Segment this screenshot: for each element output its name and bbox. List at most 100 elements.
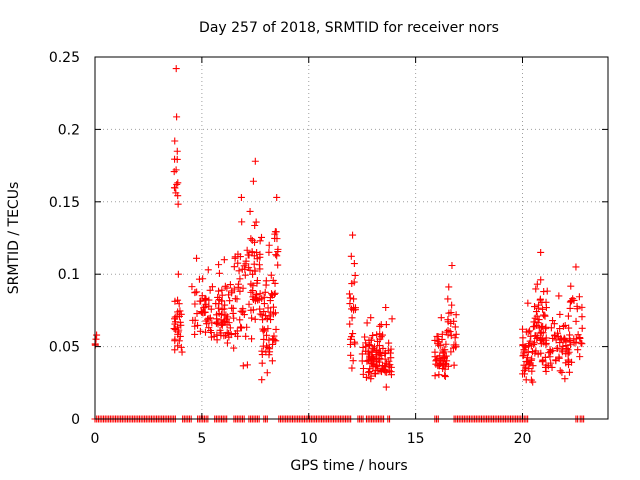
data-point	[264, 304, 272, 312]
data-point	[176, 318, 184, 326]
data-point	[362, 373, 370, 381]
data-point	[524, 299, 532, 307]
data-point	[201, 294, 209, 302]
data-point	[249, 295, 257, 303]
data-point	[191, 289, 199, 297]
data-point	[206, 327, 214, 335]
data-point	[372, 361, 380, 369]
data-point	[431, 348, 439, 356]
data-point	[534, 319, 542, 327]
data-point	[172, 166, 180, 174]
data-point	[174, 270, 182, 278]
data-point	[578, 340, 586, 348]
data-point	[262, 281, 270, 289]
data-point	[569, 295, 577, 303]
data-point	[267, 316, 275, 324]
data-point	[273, 252, 281, 260]
data-point	[533, 280, 541, 288]
data-point	[574, 346, 582, 354]
data-point	[176, 307, 184, 315]
data-point	[570, 296, 578, 304]
data-point	[388, 315, 396, 323]
data-point	[379, 344, 387, 352]
data-point	[243, 323, 251, 331]
data-point	[524, 328, 532, 336]
data-point	[438, 335, 446, 343]
data-point	[247, 235, 255, 243]
data-point	[377, 333, 385, 341]
data-point	[441, 373, 449, 381]
data-point	[349, 357, 357, 365]
data-point	[564, 312, 572, 320]
data-point	[266, 345, 274, 353]
data-point	[170, 325, 178, 333]
data-point	[221, 301, 229, 309]
data-point	[564, 346, 572, 354]
data-point	[573, 302, 581, 310]
data-point	[452, 343, 460, 351]
data-point	[539, 311, 547, 319]
data-point	[260, 308, 268, 316]
data-point	[248, 248, 256, 256]
x-tick-label: 0	[91, 431, 100, 447]
data-point	[439, 348, 447, 356]
data-point	[542, 334, 550, 342]
data-point	[529, 362, 537, 370]
data-point	[537, 248, 545, 256]
data-point	[215, 269, 223, 277]
data-point	[526, 327, 534, 335]
data-point	[381, 355, 389, 363]
data-point	[174, 328, 182, 336]
data-point	[240, 311, 248, 319]
data-point	[448, 301, 456, 309]
data-point	[171, 346, 179, 354]
data-point	[272, 337, 280, 345]
data-point	[556, 367, 564, 375]
data-point	[238, 218, 246, 226]
data-point	[231, 330, 239, 338]
data-point	[215, 287, 223, 295]
data-point	[578, 313, 586, 321]
data-point	[251, 315, 259, 323]
data-point	[241, 265, 249, 273]
data-point	[444, 316, 452, 324]
data-point	[171, 137, 179, 145]
data-point	[561, 321, 569, 329]
data-point	[553, 345, 561, 353]
data-point	[229, 304, 237, 312]
data-point	[92, 335, 100, 343]
data-point	[528, 355, 536, 363]
data-point	[387, 354, 395, 362]
data-point	[171, 313, 179, 321]
data-point	[235, 267, 243, 275]
data-point	[382, 304, 390, 312]
data-point	[451, 323, 459, 331]
y-tick-label: 0	[71, 412, 80, 428]
data-point	[268, 357, 276, 365]
data-point	[256, 250, 264, 258]
data-point	[204, 266, 212, 274]
data-point	[349, 330, 357, 338]
data-point	[251, 222, 259, 230]
data-point	[251, 238, 259, 246]
data-point	[173, 323, 181, 331]
data-point	[555, 292, 563, 300]
data-point	[249, 270, 257, 278]
data-point	[223, 321, 231, 329]
data-point	[259, 342, 267, 350]
data-point	[431, 336, 439, 344]
data-point	[537, 276, 545, 284]
data-point	[444, 362, 452, 370]
data-point	[549, 317, 557, 325]
data-point	[205, 315, 213, 323]
data-point	[222, 311, 230, 319]
data-point	[199, 275, 207, 283]
data-point	[236, 287, 244, 295]
data-point	[532, 308, 540, 316]
data-point	[520, 370, 528, 378]
data-point	[547, 359, 555, 367]
data-point	[437, 314, 445, 322]
data-point	[221, 282, 229, 290]
data-point	[568, 358, 576, 366]
data-point	[242, 332, 250, 340]
